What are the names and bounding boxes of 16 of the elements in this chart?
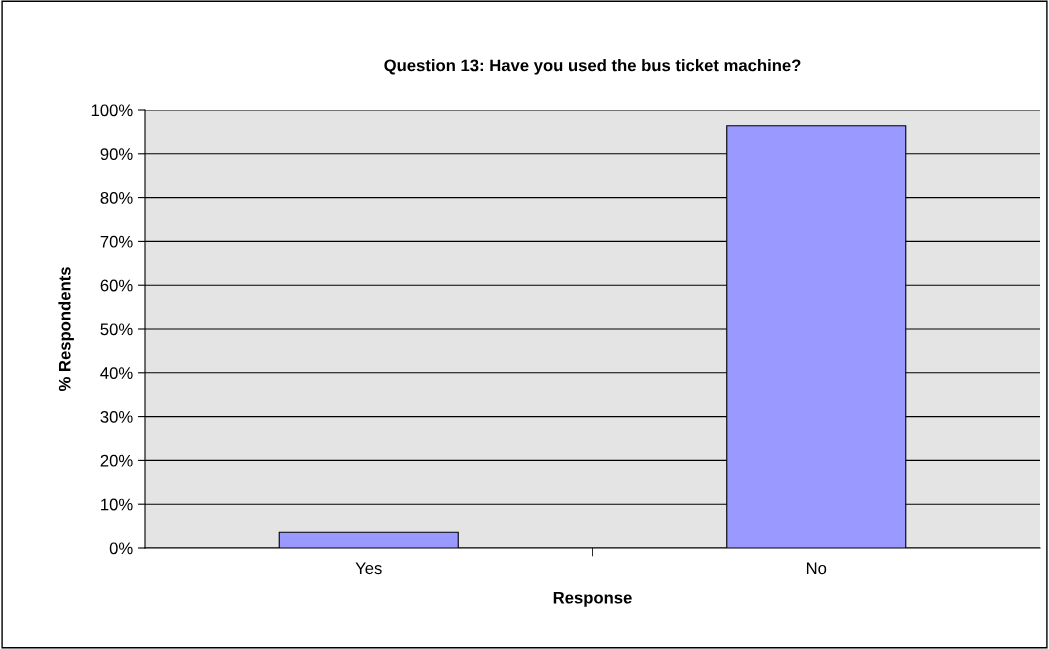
y-tick-label: 60% bbox=[100, 279, 133, 292]
chart-title: Question 13: Have you used the bus ticket machine? bbox=[384, 59, 801, 75]
x-axis-title: Response bbox=[553, 591, 632, 607]
y-tick-label: 70% bbox=[100, 235, 133, 248]
y-tick-label: 0% bbox=[109, 542, 133, 555]
x-tick-label: Yes bbox=[355, 562, 382, 575]
y-tick-label: 10% bbox=[101, 498, 133, 511]
y-tick-label: 50% bbox=[100, 323, 133, 336]
y-tick-label: 90% bbox=[100, 148, 133, 160]
y-tick-label: 80% bbox=[100, 192, 133, 204]
y-tick-label: 40% bbox=[100, 367, 133, 379]
y-axis-title: % Respondents bbox=[58, 267, 74, 392]
y-tick-label: 30% bbox=[100, 411, 133, 423]
x-tick-label: No bbox=[806, 562, 827, 575]
y-tick-label: 100% bbox=[91, 104, 133, 117]
y-tick-label: 20% bbox=[100, 454, 133, 467]
